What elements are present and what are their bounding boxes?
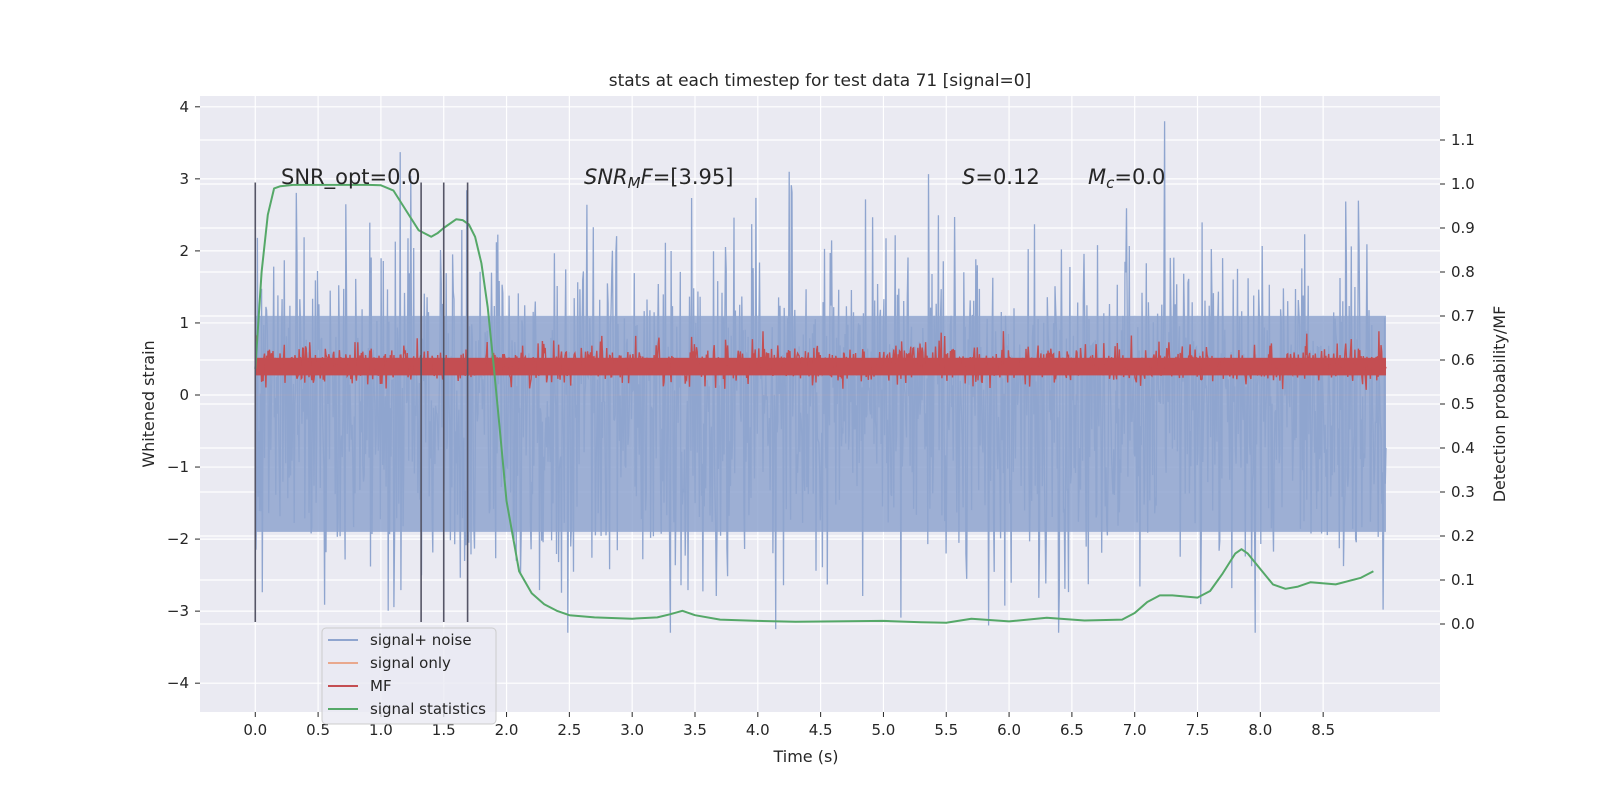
y-tick-label: −2 bbox=[167, 530, 189, 548]
x-tick-label: 7.0 bbox=[1123, 721, 1147, 739]
y-right-tick-label: 0.3 bbox=[1451, 483, 1475, 501]
annotation-snr-mf: SNRMF=[3.95] bbox=[584, 165, 733, 192]
x-tick-label: 3.0 bbox=[620, 721, 644, 739]
legend: signal+ noise signal only MF signal stat… bbox=[321, 627, 497, 725]
y-right-tick-label: 0.5 bbox=[1451, 395, 1475, 413]
series-signal-statistics bbox=[254, 183, 1374, 624]
legend-label: signal statistics bbox=[370, 700, 486, 718]
legend-item: signal only bbox=[328, 654, 451, 672]
x-tick-label: 1.5 bbox=[432, 721, 456, 739]
legend-label: MF bbox=[370, 677, 392, 695]
x-tick-label: 8.0 bbox=[1248, 721, 1272, 739]
x-tick-label: 5.0 bbox=[872, 721, 896, 739]
y-right-tick-label: 1.0 bbox=[1451, 175, 1475, 193]
x-tick-label: 2.0 bbox=[495, 721, 519, 739]
chart-title: stats at each timestep for test data 71 … bbox=[609, 71, 1032, 91]
x-tick-label: 8.5 bbox=[1311, 721, 1335, 739]
y-tick-label: 0 bbox=[179, 386, 189, 404]
x-tick-label: 1.0 bbox=[369, 721, 393, 739]
y-right-tick-label: 0.4 bbox=[1451, 439, 1475, 457]
legend-label: signal+ noise bbox=[370, 631, 472, 649]
annotation-mc: Mc=0.0 bbox=[1088, 165, 1165, 192]
y-tick-label: 4 bbox=[179, 98, 189, 116]
vertical-markers bbox=[254, 182, 469, 622]
x-tick-label: 0.0 bbox=[243, 721, 267, 739]
y-tick-label: −4 bbox=[167, 674, 189, 692]
y-right-axis-label: Detection probability/MF bbox=[1490, 306, 1509, 503]
y-right-tick-label: 0.1 bbox=[1451, 571, 1475, 589]
x-tick-label: 5.5 bbox=[934, 721, 958, 739]
y-right-axis-ticks: 1.1 1.0 0.9 0.8 0.7 0.6 0.5 0.4 0.3 0.2 0.1 0.0 bbox=[1440, 131, 1475, 633]
y-right-tick-label: 0.0 bbox=[1451, 615, 1475, 633]
y-right-tick-label: 0.9 bbox=[1451, 219, 1475, 237]
x-tick-label: 7.5 bbox=[1186, 721, 1210, 739]
x-axis-label: Time (s) bbox=[772, 747, 838, 766]
y-tick-label: −1 bbox=[167, 458, 189, 476]
x-tick-label: 6.5 bbox=[1060, 721, 1084, 739]
x-tick-label: 3.5 bbox=[683, 721, 707, 739]
y-tick-label: 1 bbox=[179, 314, 189, 332]
y-right-tick-label: 0.7 bbox=[1451, 307, 1475, 325]
y-right-tick-label: 0.8 bbox=[1451, 263, 1475, 281]
y-axis-ticks: 4 3 2 1 0 −1 −2 −3 −4 bbox=[167, 98, 200, 692]
legend-label: signal only bbox=[370, 654, 451, 672]
annotation-snr-opt: SNR_opt=0.0 bbox=[281, 165, 421, 190]
legend-box bbox=[321, 627, 497, 725]
legend-item: signal+ noise bbox=[328, 631, 472, 649]
y-axis-label: Whitened strain bbox=[139, 340, 158, 467]
x-axis-ticks: 0.0 0.5 1.0 1.5 2.0 2.5 3.0 3.5 4.0 4.5 5.0 5.5 6.0 6… bbox=[243, 712, 1335, 739]
x-tick-label: 6.0 bbox=[997, 721, 1021, 739]
x-tick-label: 4.5 bbox=[809, 721, 833, 739]
legend-item: signal statistics bbox=[328, 700, 486, 718]
y-tick-label: 2 bbox=[179, 242, 189, 260]
x-tick-label: 2.5 bbox=[557, 721, 581, 739]
y-tick-label: −3 bbox=[167, 602, 189, 620]
y-tick-label: 3 bbox=[179, 170, 189, 188]
y-right-tick-label: 1.1 bbox=[1451, 131, 1475, 149]
annotation-s: S=0.12 bbox=[962, 165, 1040, 189]
x-tick-label: 0.5 bbox=[306, 721, 330, 739]
x-tick-label: 4.0 bbox=[746, 721, 770, 739]
y-right-tick-label: 0.2 bbox=[1451, 527, 1475, 545]
y-right-tick-label: 0.6 bbox=[1451, 351, 1475, 369]
legend-item: MF bbox=[328, 677, 392, 695]
